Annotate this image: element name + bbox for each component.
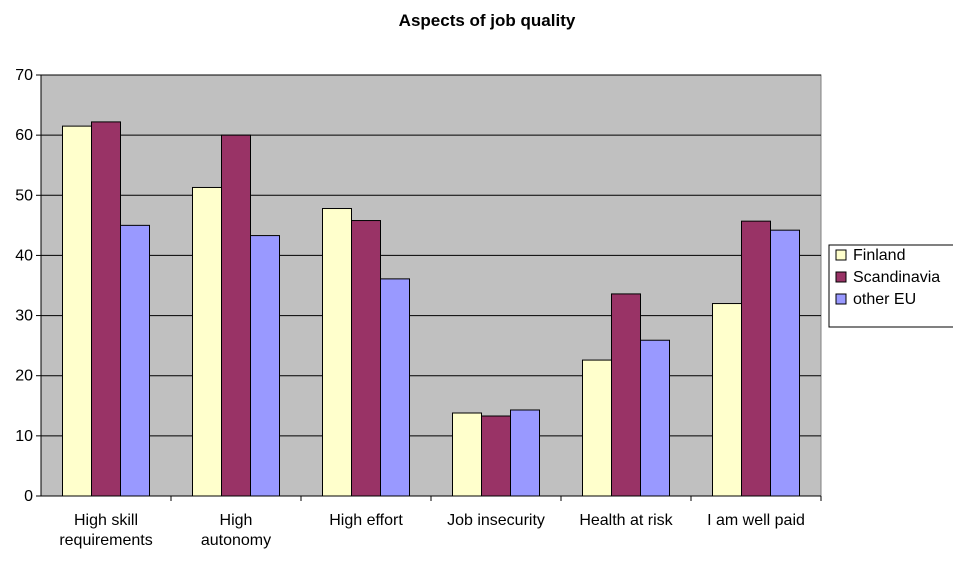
legend-label: Finland	[853, 247, 905, 264]
bar-scandinavia	[351, 220, 381, 497]
y-tick-label: 50	[15, 187, 33, 204]
y-tick-label: 0	[24, 488, 33, 505]
y-tick-label: 30	[15, 308, 33, 325]
chart-title: Aspects of job quality	[399, 11, 576, 30]
x-tick-label: Job insecurity	[447, 512, 545, 529]
x-tick-label: High autonomy	[201, 512, 271, 549]
legend-swatch	[835, 271, 847, 283]
bar-scandinavia	[221, 134, 251, 497]
legend-swatch	[835, 249, 847, 261]
y-tick-label: 20	[15, 368, 33, 385]
legend: Finland Scandinavia other EU	[828, 244, 953, 328]
y-tick-label: 10	[15, 428, 33, 445]
x-tick-label: High effort	[329, 512, 403, 529]
x-tick-label: High skill requirements	[59, 512, 152, 549]
bar-finland	[62, 125, 92, 497]
legend-swatch	[835, 293, 847, 305]
bar-other-eu	[120, 224, 150, 497]
bar-other-eu	[770, 229, 800, 497]
bar-finland	[582, 359, 612, 497]
bar-other-eu	[640, 339, 670, 497]
bar-finland	[192, 186, 222, 497]
plot-area	[40, 74, 822, 497]
legend-label: other EU	[853, 291, 916, 308]
bar-finland	[322, 208, 352, 497]
bar-scandinavia	[91, 121, 121, 497]
bar-scandinavia	[481, 415, 511, 497]
y-tick-label: 40	[15, 247, 33, 264]
legend-label: Scandinavia	[853, 269, 940, 286]
y-tick-label: 60	[15, 127, 33, 144]
x-tick-label: I am well paid	[707, 512, 805, 529]
legend-box	[828, 244, 953, 328]
bar-finland	[452, 412, 482, 497]
bar-scandinavia	[611, 293, 641, 497]
y-tick-label: 70	[15, 67, 33, 84]
bar-finland	[712, 303, 742, 497]
bar-other-eu	[380, 278, 410, 497]
bar-other-eu	[250, 235, 280, 497]
bar-other-eu	[510, 409, 540, 497]
bar-scandinavia	[741, 220, 771, 497]
x-tick-label: Health at risk	[579, 512, 673, 529]
